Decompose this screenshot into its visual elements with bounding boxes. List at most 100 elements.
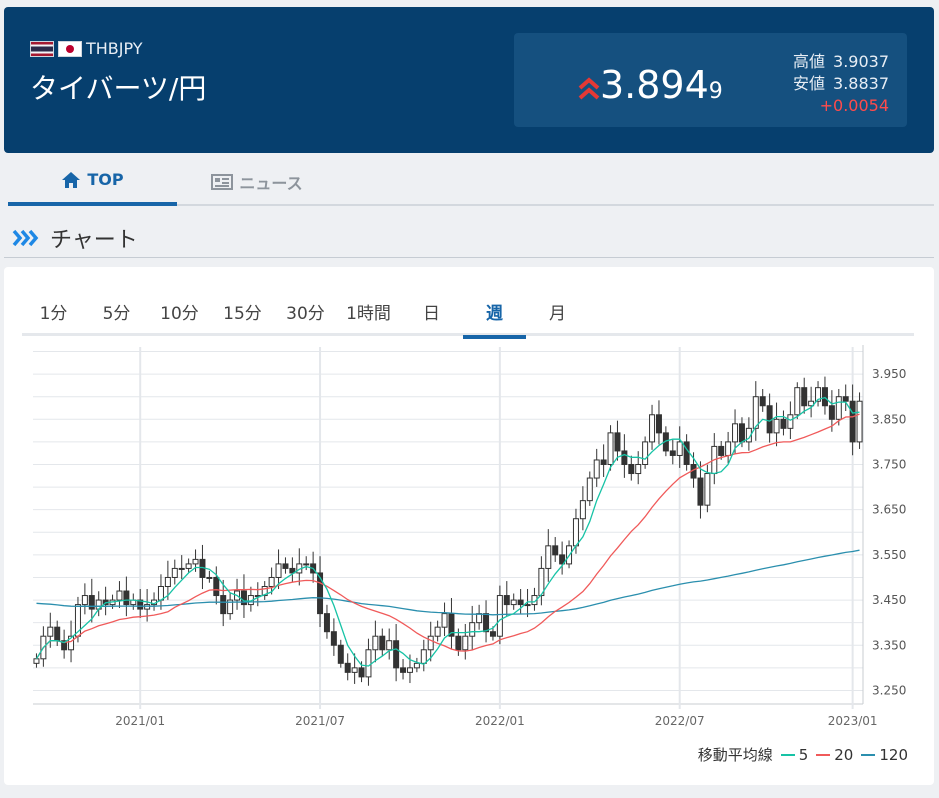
candle-up (81, 595, 88, 606)
candle-up (171, 567, 178, 578)
candle-up (545, 545, 552, 569)
candle-up (462, 635, 469, 651)
candle-up (68, 635, 75, 651)
candle-down (628, 463, 635, 475)
period-tab-1hour[interactable]: 1時間 (346, 304, 391, 324)
candle-up (642, 441, 649, 465)
candle-up (787, 414, 794, 429)
ma5-line (35, 396, 860, 667)
candle-up (607, 432, 614, 465)
candle-up (808, 400, 815, 407)
legend-item-ma120: 120 (861, 746, 908, 764)
home-icon (62, 171, 81, 188)
candle-up (268, 576, 275, 588)
candle-up (227, 599, 234, 615)
candle-down (220, 595, 227, 615)
up-double-chevron-icon (578, 77, 600, 100)
y-tick-label: 3.550 (872, 548, 906, 562)
candle-up (351, 667, 358, 673)
candle-up (261, 586, 268, 597)
current-price: 3.8949 (600, 63, 723, 107)
legend-title: 移動平均線 (697, 746, 773, 764)
ma120-line (36, 549, 860, 616)
period-tab-1min[interactable]: 1分 (39, 304, 68, 324)
candle-down (552, 545, 559, 556)
period-tabs: 1分 5分 10分 15分 30分 1時間 日 週 月 (22, 291, 914, 339)
chart-section-heading: チャート (12, 222, 138, 254)
section-divider (4, 257, 934, 258)
price-panel: 3.8949 高値 3.9037 安値 3.8837 +0.0054 (514, 33, 907, 127)
candle-down (821, 387, 828, 407)
candle-down (282, 563, 289, 569)
period-tab-day[interactable]: 日 (423, 304, 440, 324)
x-tick-label: 2023/01 (828, 714, 878, 728)
candle-down (400, 667, 407, 673)
candle-up (406, 667, 413, 673)
candle-up (365, 649, 372, 678)
candle-up (33, 658, 40, 664)
candle-up (275, 563, 282, 578)
tab-news[interactable]: ニュース (177, 157, 337, 206)
candle-down (559, 554, 566, 565)
candle-down (393, 640, 400, 669)
candle-down (489, 631, 496, 637)
y-tick-label: 3.650 (872, 503, 906, 517)
period-tab-week[interactable]: 週 (463, 291, 526, 339)
japan-flag-icon (58, 40, 82, 57)
candle-down (137, 599, 144, 610)
period-tab-15min[interactable]: 15分 (223, 304, 262, 324)
candle-up (704, 473, 711, 506)
candle-up (116, 590, 123, 601)
candle-up (835, 396, 842, 420)
candle-up (579, 500, 586, 520)
section-title: チャート (50, 228, 138, 253)
candle-down (828, 405, 835, 420)
candle-up (178, 567, 185, 570)
candle-up (47, 626, 54, 637)
candle-down (759, 396, 766, 407)
candle-down (289, 567, 296, 574)
ma20-line (35, 413, 860, 660)
candle-down (61, 640, 68, 651)
instrument-code: THBJPY (86, 39, 143, 58)
candle-up (413, 662, 420, 669)
tab-top[interactable]: TOP (8, 157, 177, 206)
candle-down (213, 576, 220, 597)
candle-up (572, 518, 579, 547)
candle-up (157, 586, 164, 601)
candle-down (323, 613, 330, 633)
x-tick-label: 2021/07 (295, 714, 345, 728)
thailand-flag-icon (30, 40, 54, 57)
x-tick-label: 2022/07 (655, 714, 705, 728)
candle-down (503, 595, 510, 606)
tab-news-label: ニュース (239, 173, 303, 193)
x-tick-label: 2022/01 (475, 714, 525, 728)
candle-down (780, 418, 787, 429)
candle-up (434, 626, 441, 637)
candle-down (88, 595, 95, 610)
candle-up (676, 441, 683, 456)
period-tab-month[interactable]: 月 (549, 304, 566, 324)
period-tab-5min[interactable]: 5分 (102, 304, 131, 324)
candle-down (738, 423, 745, 443)
candle-up (372, 635, 379, 651)
candle-down (317, 572, 324, 615)
period-tab-30min[interactable]: 30分 (286, 304, 325, 324)
candle-down (697, 477, 704, 506)
period-tab-10min[interactable]: 10分 (160, 304, 199, 324)
instrument-header: THBJPY タイバーツ/円 3.8949 高値 3.9037 安値 3.8837 … (4, 7, 934, 153)
triple-chevron-right-icon (12, 229, 39, 247)
candle-up (856, 400, 863, 443)
current-price-sub: 9 (708, 79, 723, 104)
page-tabs: TOP ニュース (8, 157, 934, 206)
candle-down (621, 450, 628, 465)
candle-up (427, 635, 434, 651)
candle-up (593, 459, 600, 479)
candle-down (330, 631, 337, 646)
candle-up (752, 396, 759, 429)
candle-up (206, 576, 213, 579)
candle-down (483, 613, 490, 633)
instrument-name: タイバーツ/円 (30, 72, 207, 105)
candle-up (441, 613, 448, 628)
candle-up (649, 414, 656, 443)
